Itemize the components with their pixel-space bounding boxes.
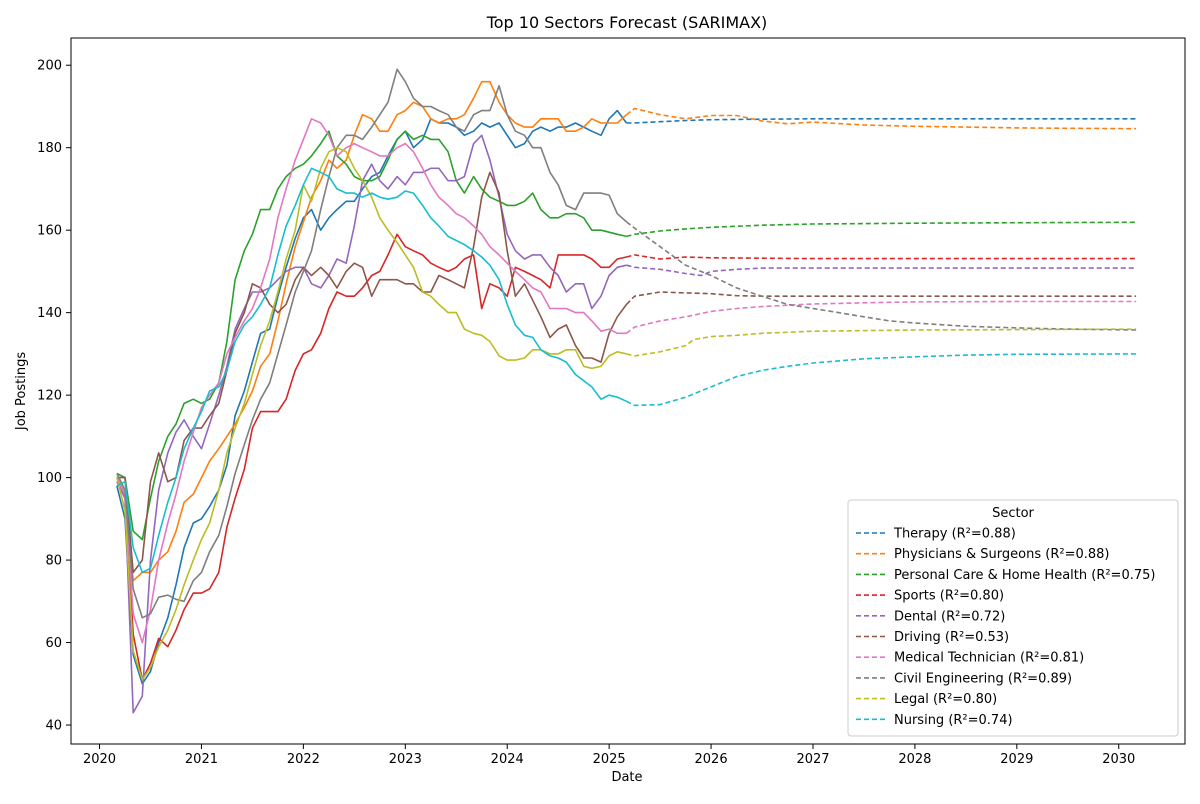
x-tick-label: 2022 — [287, 752, 320, 767]
chart-title: Top 10 Sectors Forecast (SARIMAX) — [486, 13, 768, 32]
legend-label: Personal Care & Home Health (R²=0.75) — [894, 568, 1155, 583]
y-axis-label: Job Postings — [14, 352, 29, 431]
series-forecast-dental — [626, 264, 1137, 277]
series-history-sports — [116, 233, 627, 681]
x-tick-label: 2030 — [1102, 752, 1135, 767]
legend-label: Civil Engineering (R²=0.89) — [894, 671, 1072, 686]
legend-items: Therapy (R²=0.88) Physicians & Surgeons (… — [856, 527, 1155, 728]
plot-area-frame — [70, 37, 1186, 745]
series-forecast-sports — [626, 254, 1137, 260]
x-tick-label: 2028 — [898, 752, 931, 767]
y-tick-label: 140 — [37, 306, 62, 321]
x-tick-label: 2026 — [695, 752, 728, 767]
x-tick-label: 2025 — [593, 752, 626, 767]
legend-label: Nursing (R²=0.74) — [894, 713, 1013, 728]
legend-label: Legal (R²=0.80) — [894, 692, 997, 707]
x-tick-label: 2027 — [796, 752, 829, 767]
legend-label: Therapy (R²=0.88) — [893, 527, 1016, 542]
legend-label: Medical Technician (R²=0.81) — [894, 651, 1084, 666]
x-tick-label: 2023 — [389, 752, 422, 767]
y-tick-label: 200 — [37, 59, 62, 74]
series-history-nursing — [116, 167, 627, 574]
series-history-physicians-surgeons — [116, 80, 628, 582]
x-tick-label: 2029 — [1000, 752, 1033, 767]
legend-label: Driving (R²=0.53) — [894, 630, 1009, 645]
series-history-therapy — [116, 109, 628, 685]
series-history-driving — [116, 171, 628, 574]
y-tick-label: 40 — [45, 719, 62, 734]
x-tick-label: 2020 — [83, 752, 116, 767]
series-forecast-civil-engineering — [626, 221, 1137, 331]
series-forecast-physicians-surgeons — [626, 107, 1137, 130]
legend-label: Sports (R²=0.80) — [894, 589, 1004, 604]
y-tick-label: 180 — [37, 141, 62, 156]
series-forecast-driving — [625, 291, 1137, 305]
legend-box — [847, 499, 1179, 737]
series-history-civil-engineering — [116, 68, 628, 619]
x-tick-label: 2024 — [491, 752, 524, 767]
series-history-medical-technician — [116, 118, 627, 644]
series-history-personal-care-home-health — [116, 130, 627, 541]
x-tick-label: 2021 — [185, 752, 218, 767]
series-forecast-therapy — [626, 118, 1137, 124]
series-forecast-legal — [626, 328, 1137, 357]
x-axis-label: Date — [611, 770, 642, 785]
series-forecast-personal-care-home-health — [626, 221, 1137, 238]
legend-label: Physicians & Surgeons (R²=0.88) — [894, 547, 1109, 562]
y-tick-label: 100 — [37, 471, 62, 486]
series-forecast-medical-technician — [626, 300, 1137, 334]
y-tick-label: 120 — [37, 389, 62, 404]
axis-ticks: 2020 2021 2022 2023 2024 2025 2026 2027 2028 2029… — [37, 59, 1135, 767]
legend-title: Sector — [992, 506, 1034, 521]
series-history-dental — [116, 134, 627, 714]
y-tick-label: 80 — [45, 554, 62, 569]
series-forecast-nursing — [626, 353, 1137, 407]
y-tick-label: 160 — [37, 224, 62, 239]
series-lines — [116, 68, 1137, 714]
y-tick-label: 60 — [45, 636, 62, 651]
legend: Sector Therapy (R²=0.88) Physicians & Sur… — [847, 499, 1179, 737]
legend-label: Dental (R²=0.72) — [894, 609, 1005, 624]
